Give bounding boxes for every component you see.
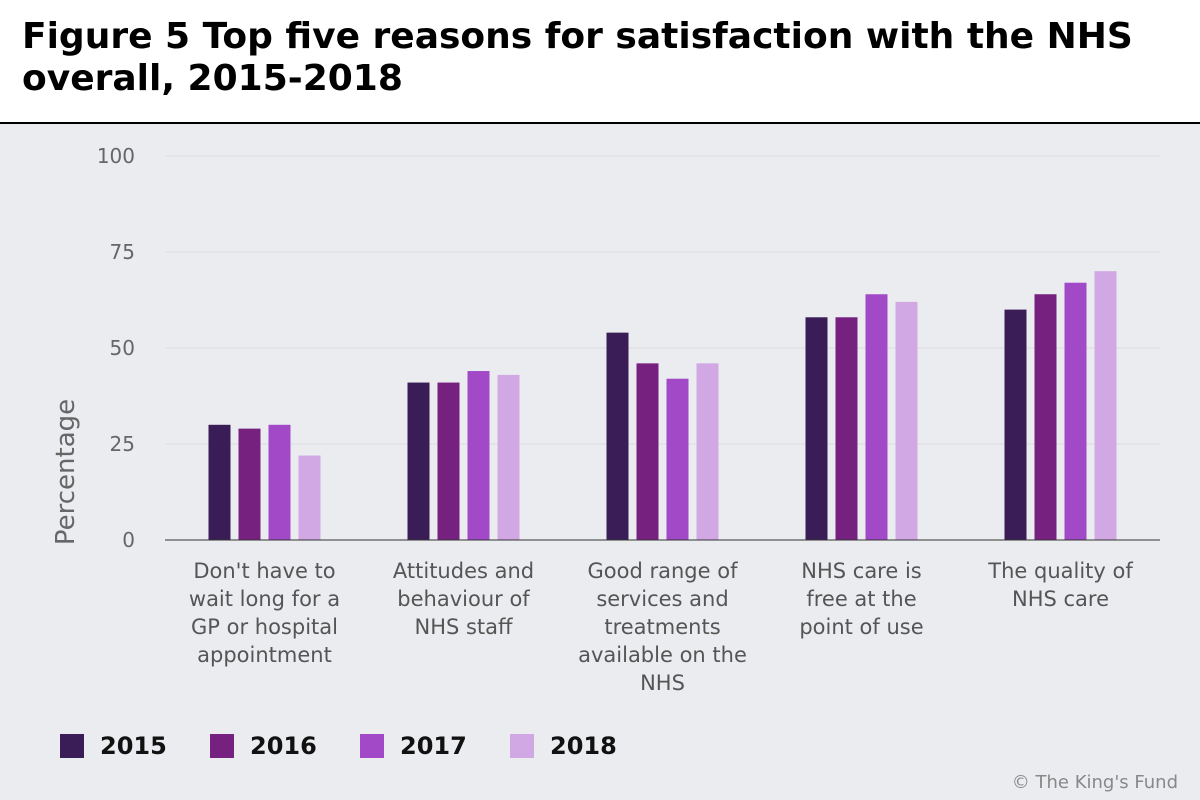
y-axis-ticks: 0 25 50 75 100: [97, 144, 135, 552]
bar-2018-0: [298, 455, 321, 540]
bar-2018-2: [696, 363, 719, 540]
x-category-line: NHS staff: [414, 615, 513, 639]
x-category-line: Attitudes and: [393, 559, 534, 583]
bar-2016-4: [1034, 294, 1057, 540]
legend-item-2017: 2017: [360, 732, 510, 760]
gridlines: [165, 155, 1160, 445]
y-axis-label: Percentage: [51, 399, 81, 545]
bar-2016-1: [437, 382, 460, 540]
legend-swatch: [210, 734, 234, 758]
bar-2015-4: [1004, 309, 1027, 540]
x-axis-categories: Don't have to wait long for a GP or hospit…: [189, 559, 1133, 695]
bar-2018-3: [895, 301, 918, 540]
x-category-line: treatments: [604, 615, 720, 639]
bar-2015-1: [407, 382, 430, 540]
bar-2017-1: [467, 371, 490, 540]
bar-2017-2: [666, 378, 689, 540]
bar-2016-0: [238, 428, 261, 540]
x-category-line: GP or hospital: [191, 615, 338, 639]
bar-2018-1: [497, 374, 520, 540]
x-category-line: Don't have to: [193, 559, 335, 583]
chart-title: Figure 5 Top five reasons for satisfacti…: [22, 16, 1133, 99]
legend-item-2018: 2018: [510, 732, 660, 760]
legend-label: 2018: [550, 732, 617, 760]
x-category-label: Attitudes and behaviour of NHS staff: [393, 559, 534, 639]
bar-2015-0: [208, 424, 231, 540]
x-category-line: Good range of: [588, 559, 739, 583]
bar-2017-0: [268, 424, 291, 540]
legend-swatch: [360, 734, 384, 758]
bar-2015-3: [805, 317, 828, 540]
bar-2016-3: [835, 317, 858, 540]
x-category-label: Good range of services and treatments avail…: [578, 559, 747, 695]
chart-panel: 0 25 50 75 100 Percentage Don't have to wait …: [0, 124, 1200, 800]
legend-label: 2017: [400, 732, 467, 760]
x-category-label: Don't have to wait long for a GP or hospit…: [189, 559, 340, 667]
x-category-line: appointment: [197, 643, 332, 667]
bar-chart: 0 25 50 75 100 Percentage Don't have to wait …: [51, 144, 1160, 695]
legend-item-2016: 2016: [210, 732, 360, 760]
x-category-line: NHS care is: [801, 559, 921, 583]
y-tick-label: 25: [110, 432, 135, 456]
x-category-label: The quality of NHS care: [987, 559, 1133, 611]
x-category-line: NHS care: [1012, 587, 1109, 611]
legend-item-2015: 2015: [60, 732, 210, 760]
x-category-line: The quality of: [987, 559, 1133, 583]
y-tick-label: 50: [110, 336, 135, 360]
bars: [208, 271, 1117, 540]
bar-2017-3: [865, 294, 888, 540]
x-category-line: behaviour of: [397, 587, 530, 611]
bar-2018-4: [1094, 271, 1117, 540]
credit-text: © The King's Fund: [1011, 772, 1178, 793]
bar-2015-2: [606, 332, 629, 540]
x-category-line: free at the: [806, 587, 916, 611]
legend: 2015 2016 2017 2018: [60, 732, 660, 760]
x-category-line: services and: [596, 587, 728, 611]
y-tick-label: 75: [110, 240, 135, 264]
legend-swatch: [510, 734, 534, 758]
legend-label: 2016: [250, 732, 317, 760]
x-category-line: point of use: [799, 615, 923, 639]
x-category-line: NHS: [640, 671, 685, 695]
legend-label: 2015: [100, 732, 167, 760]
y-tick-label: 100: [97, 144, 135, 168]
x-category-line: wait long for a: [189, 587, 340, 611]
title-divider: [0, 122, 1200, 124]
bar-2017-4: [1064, 282, 1087, 540]
y-tick-label: 0: [122, 528, 135, 552]
title-area: Figure 5 Top five reasons for satisfacti…: [0, 0, 1200, 122]
x-category-label: NHS care is free at the point of use: [799, 559, 923, 639]
bar-2016-2: [636, 363, 659, 540]
legend-swatch: [60, 734, 84, 758]
x-category-line: available on the: [578, 643, 747, 667]
